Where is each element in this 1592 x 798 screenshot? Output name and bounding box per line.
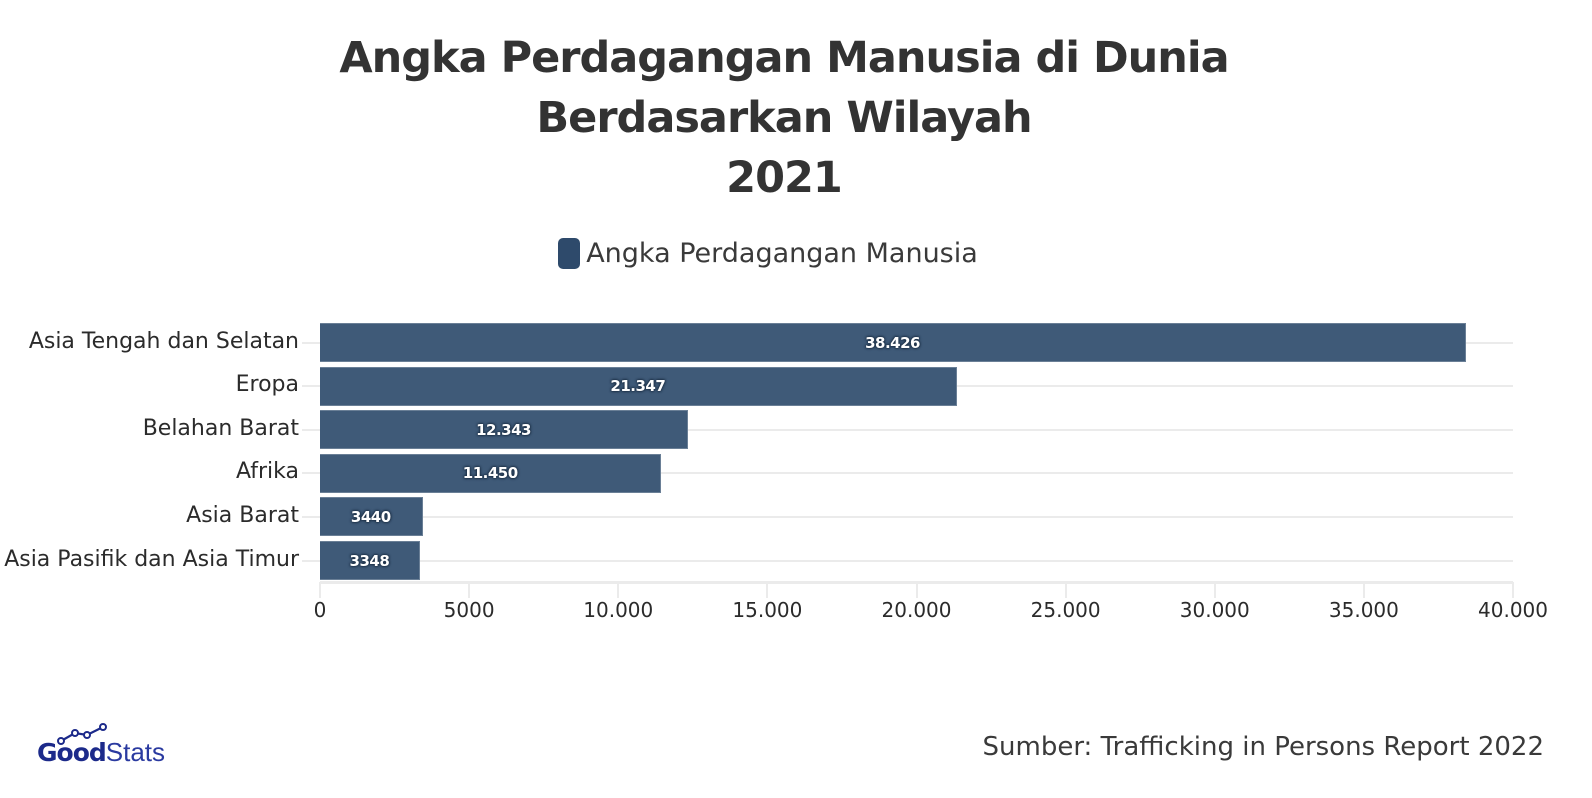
bar[interactable]: 21.347 [320,366,957,406]
gridline [302,515,1513,518]
x-axis-tick-label: 20.000 [881,598,952,622]
legend: Angka Perdagangan Manusia [0,238,1536,269]
bar-value-label: 21.347 [610,377,666,396]
gridline [302,559,1513,562]
source-note: Sumber: Trafficking in Persons Report 20… [982,732,1544,762]
logo-text-stats: Stats [105,737,166,767]
x-axis-tick-label: 15.000 [732,598,803,622]
category-label: Asia Barat [186,502,299,528]
x-axis-tick-label: 0 [313,598,327,622]
x-axis-tick-label: 5000 [443,598,495,622]
bar-value-label: 11.450 [462,464,518,483]
x-axis-tick [319,582,321,598]
bar[interactable]: 11.450 [320,453,662,493]
category-label: Asia Pasifik dan Asia Timur [4,546,299,572]
bar[interactable]: 3440 [320,497,423,537]
bar[interactable]: 12.343 [320,410,689,450]
chart-title: Angka Perdagangan Manusia di Dunia Berda… [0,28,1568,208]
bar-value-label: 3348 [349,551,390,570]
x-axis-tick-label: 25.000 [1030,598,1101,622]
x-axis-tick [1512,582,1514,598]
x-axis-tick [1362,582,1365,598]
bar-value-label: 38.426 [865,333,920,352]
chart-title-line-2: Berdasarkan Wilayah [536,93,1032,143]
chart-title-line-1: Angka Perdagangan Manusia di Dunia [339,33,1229,83]
x-axis-tick [468,582,471,598]
category-label: Asia Tengah dan Selatan [28,328,299,354]
trend-line-icon [57,723,107,745]
x-axis-tick [766,582,769,598]
gridline [302,428,1513,431]
x-axis-tick [617,582,620,598]
x-axis-tick [1064,582,1067,598]
bar[interactable]: 3348 [320,541,420,580]
x-axis-tick-label: 40.000 [1478,598,1548,622]
chart-title-line-3: 2021 [726,153,843,203]
legend-swatch-icon[interactable] [558,238,581,269]
legend-label[interactable]: Angka Perdagangan Manusia [586,238,978,269]
bar-value-label: 3440 [350,507,391,526]
goodstats-logo: GoodStats [37,723,165,767]
bar[interactable]: 38.426 [320,323,1467,362]
x-axis-tick [1213,582,1216,598]
gridline [302,472,1513,475]
x-axis-tick [915,582,918,598]
x-axis-tick-label: 30.000 [1179,598,1250,622]
x-axis-tick-label: 10.000 [583,598,654,622]
plot-area: Asia Tengah dan Selatan 38.426 Eropa 21.347… [4,320,1548,622]
bar-value-label: 12.343 [476,420,531,439]
category-label: Belahan Barat [142,415,299,441]
logo-text-good: Good [37,738,107,767]
category-label: Eropa [235,372,299,398]
x-axis-tick-label: 35.000 [1328,598,1399,622]
category-label: Afrika [235,459,299,485]
